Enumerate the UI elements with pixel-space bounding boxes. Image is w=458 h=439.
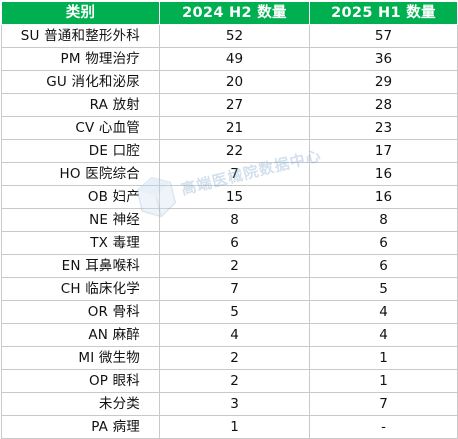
value-2025-h1-cell: 57 bbox=[309, 24, 458, 48]
table-row: DE 口腔 22 17 bbox=[1, 139, 458, 163]
table-row: PM 物理治疗 49 36 bbox=[1, 47, 458, 71]
value-2024-h2-cell: 52 bbox=[159, 24, 310, 48]
header-category: 类别 bbox=[1, 1, 160, 25]
table-row: OP 眼科 2 1 bbox=[1, 369, 458, 393]
category-cell: PM 物理治疗 bbox=[1, 47, 160, 71]
value-2024-h2-cell: 21 bbox=[159, 116, 310, 140]
category-cell: CV 心血管 bbox=[1, 116, 160, 140]
table-row: OR 骨科 5 4 bbox=[1, 300, 458, 324]
category-cell: MI 微生物 bbox=[1, 346, 160, 370]
value-2025-h1-cell: 1 bbox=[309, 346, 458, 370]
category-cell: RA 放射 bbox=[1, 93, 160, 117]
value-2025-h1-cell: 4 bbox=[309, 300, 458, 324]
value-2025-h1-cell: 36 bbox=[309, 47, 458, 71]
value-2024-h2-cell: 15 bbox=[159, 185, 310, 209]
category-cell: GU 消化和泌尿 bbox=[1, 70, 160, 94]
value-2025-h1-cell: 5 bbox=[309, 277, 458, 301]
table-row: HO 医院综合 7 16 bbox=[1, 162, 458, 186]
category-cell: CH 临床化学 bbox=[1, 277, 160, 301]
category-cell: TX 毒理 bbox=[1, 231, 160, 255]
category-cell: OB 妇产 bbox=[1, 185, 160, 209]
table-row: RA 放射 27 28 bbox=[1, 93, 458, 117]
value-2024-h2-cell: 2 bbox=[159, 254, 310, 278]
value-2025-h1-cell: 17 bbox=[309, 139, 458, 163]
table-row: EN 耳鼻喉科 2 6 bbox=[1, 254, 458, 278]
category-cell: 未分类 bbox=[1, 392, 160, 416]
category-cell: DE 口腔 bbox=[1, 139, 160, 163]
value-2025-h1-cell: 6 bbox=[309, 231, 458, 255]
category-cell: AN 麻醉 bbox=[1, 323, 160, 347]
value-2025-h1-cell: 8 bbox=[309, 208, 458, 232]
category-cell: SU 普通和整形外科 bbox=[1, 24, 160, 48]
value-2025-h1-cell: 29 bbox=[309, 70, 458, 94]
category-cell: OP 眼科 bbox=[1, 369, 160, 393]
value-2025-h1-cell: 6 bbox=[309, 254, 458, 278]
header-2025-h1: 2025 H1 数量 bbox=[309, 1, 458, 25]
value-2024-h2-cell: 20 bbox=[159, 70, 310, 94]
table-row: 未分类 3 7 bbox=[1, 392, 458, 416]
value-2024-h2-cell: 2 bbox=[159, 346, 310, 370]
value-2024-h2-cell: 5 bbox=[159, 300, 310, 324]
table-row: GU 消化和泌尿 20 29 bbox=[1, 70, 458, 94]
table-row: AN 麻醉 4 4 bbox=[1, 323, 458, 347]
value-2025-h1-cell: 16 bbox=[309, 162, 458, 186]
table-row: SU 普通和整形外科 52 57 bbox=[1, 24, 458, 48]
value-2024-h2-cell: 7 bbox=[159, 277, 310, 301]
value-2024-h2-cell: 8 bbox=[159, 208, 310, 232]
table-row: NE 神经 8 8 bbox=[1, 208, 458, 232]
value-2025-h1-cell: 4 bbox=[309, 323, 458, 347]
value-2025-h1-cell: 1 bbox=[309, 369, 458, 393]
category-cell: OR 骨科 bbox=[1, 300, 160, 324]
value-2025-h1-cell: 23 bbox=[309, 116, 458, 140]
table-row: TX 毒理 6 6 bbox=[1, 231, 458, 255]
table-row: CH 临床化学 7 5 bbox=[1, 277, 458, 301]
value-2024-h2-cell: 49 bbox=[159, 47, 310, 71]
value-2025-h1-cell: 7 bbox=[309, 392, 458, 416]
value-2024-h2-cell: 3 bbox=[159, 392, 310, 416]
value-2024-h2-cell: 6 bbox=[159, 231, 310, 255]
value-2024-h2-cell: 2 bbox=[159, 369, 310, 393]
table-row: CV 心血管 21 23 bbox=[1, 116, 458, 140]
value-2024-h2-cell: 22 bbox=[159, 139, 310, 163]
category-cell: HO 医院综合 bbox=[1, 162, 160, 186]
value-2024-h2-cell: 4 bbox=[159, 323, 310, 347]
table-row: MI 微生物 2 1 bbox=[1, 346, 458, 370]
value-2024-h2-cell: 27 bbox=[159, 93, 310, 117]
category-cell: EN 耳鼻喉科 bbox=[1, 254, 160, 278]
table-row: OB 妇产 15 16 bbox=[1, 185, 458, 209]
header-2024-h2: 2024 H2 数量 bbox=[159, 1, 310, 25]
value-2024-h2-cell: 7 bbox=[159, 162, 310, 186]
header-row: 类别 2024 H2 数量 2025 H1 数量 bbox=[1, 1, 458, 25]
value-2025-h1-cell: 28 bbox=[309, 93, 458, 117]
value-2025-h1-cell: 16 bbox=[309, 185, 458, 209]
category-cell: NE 神经 bbox=[1, 208, 160, 232]
